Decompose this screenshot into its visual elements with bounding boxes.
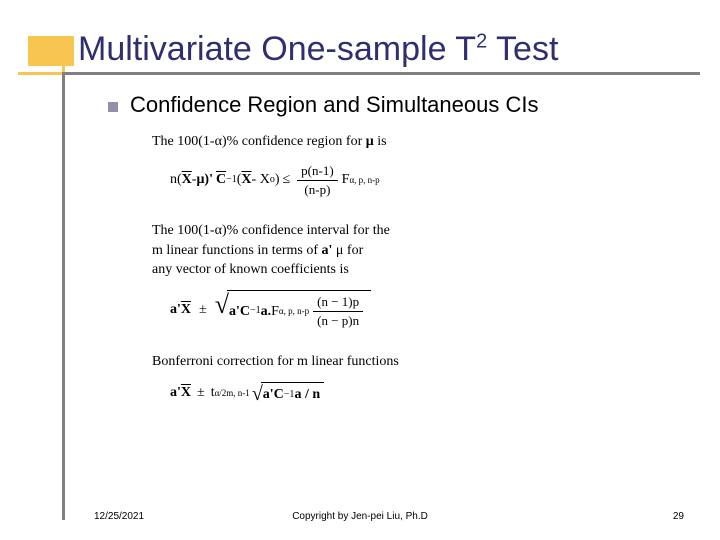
eq1-frac-num: p(n-1)	[297, 162, 338, 180]
eq2-neg1: −1	[250, 304, 261, 318]
line4: any vector of known coefficients is	[152, 260, 612, 280]
eq3-an: a / n	[294, 385, 320, 405]
eq2-pm: ±	[199, 300, 207, 320]
eq1-frac: p(n-1) (n-p)	[297, 162, 338, 199]
footer-page-number: 29	[673, 511, 684, 522]
body-content: The 100(1-α)% confidence region for μ is…	[152, 132, 612, 414]
footer-copyright: Copyright by Jen-pei Liu, Ph.D	[0, 511, 720, 522]
line2-pre: The 100(1-	[152, 223, 215, 238]
title-sup: 2	[476, 31, 487, 53]
eq1-C: C	[216, 170, 226, 190]
a-prime-1: a'	[322, 243, 333, 258]
accent-yellow-block	[28, 36, 74, 66]
eq2-F: F	[271, 302, 279, 322]
line2: The 100(1-α)% confidence interval for th…	[152, 221, 612, 241]
eq3-rad: a'C	[263, 385, 284, 405]
vert-yellow-tick	[62, 60, 65, 72]
slide: Multivariate One-sample T2 Test Confiden…	[0, 0, 720, 540]
eq2-sqrt: √ a'C−1a.Fα, p, n-p (n − 1)p (n − p)n	[215, 290, 371, 330]
title-post: Test	[487, 30, 558, 68]
eq2-xbar: X	[181, 300, 191, 320]
eq3-radicand: a'C−1a / n	[261, 382, 324, 405]
eq3-xbar: X	[181, 383, 191, 403]
eq2-aCa: a'C	[229, 302, 250, 322]
eq2-Fsub: α, p, n-p	[279, 305, 309, 318]
eq1-minusX0: - X	[252, 170, 270, 190]
title-underline	[18, 72, 700, 75]
eq2-frac: (n − 1)p (n − p)n	[313, 293, 363, 330]
line5: Bonferroni correction for m linear funct…	[152, 352, 612, 372]
eq1-n: n(	[170, 170, 182, 190]
line3: m linear functions in terms of a' μ for	[152, 241, 612, 261]
line1-post: )% confidence region for	[222, 134, 366, 149]
alpha1: α	[215, 134, 222, 149]
eq3-pm: ±	[197, 383, 205, 403]
underline-yellow-seg	[18, 72, 62, 75]
eq1-neg1: −1	[226, 173, 237, 187]
eq1-F: F	[342, 170, 350, 190]
line3-a: m linear functions in terms of	[152, 243, 322, 258]
eq1-xbar: X	[182, 170, 192, 190]
eq2-radicand: a'C−1a.Fα, p, n-p (n − 1)p (n − p)n	[227, 290, 371, 330]
eq1-Fsub: α, p, n-p	[349, 174, 379, 187]
line1-end: is	[374, 134, 387, 149]
subtitle: Confidence Region and Simultaneous CIs	[130, 92, 538, 118]
eq1-xbar2: X	[241, 170, 251, 190]
equation-3: a'X ± tα/2m, n-1 √ a'C−1a / n	[170, 382, 612, 405]
equation-1: n( X - μ)' C−1 ( X - Xo ) ≤ p(n-1) (n-p)…	[170, 162, 612, 199]
eq3-tsub: α/2m, n-1	[215, 387, 250, 400]
line1-pre: The 100(1-	[152, 134, 215, 149]
radical-icon: √	[215, 292, 229, 332]
eq3-neg1: −1	[284, 388, 295, 402]
equation-2: a'X ± √ a'C−1a.Fα, p, n-p (n − 1)p (n − …	[170, 290, 612, 330]
eq2-frac-den: (n − p)n	[313, 311, 363, 330]
mu1: μ	[366, 134, 374, 149]
eq1-close2: )	[275, 170, 280, 190]
title-pre: Multivariate One-sample T	[78, 30, 476, 68]
eq2-frac-num: (n − 1)p	[313, 293, 363, 311]
eq3-sqrt: √ a'C−1a / n	[252, 382, 324, 405]
eq2-aend: a.	[261, 302, 272, 322]
page-title: Multivariate One-sample T2 Test	[78, 30, 558, 69]
radical-icon-2: √	[252, 384, 263, 407]
line2-post: )% confidence interval for the	[222, 223, 390, 238]
eq2-a: a'	[170, 300, 181, 320]
line3-mufor: μ for	[332, 243, 363, 258]
bullet-icon	[108, 102, 118, 112]
eq1-mu: μ)'	[196, 170, 213, 190]
eq1-frac-den: (n-p)	[297, 180, 338, 199]
line1: The 100(1-α)% confidence region for μ is	[152, 132, 612, 152]
alpha2: α	[215, 223, 222, 238]
left-rule	[62, 72, 65, 520]
eq3-a: a'	[170, 383, 181, 403]
eq1-leq: ≤	[282, 170, 290, 190]
